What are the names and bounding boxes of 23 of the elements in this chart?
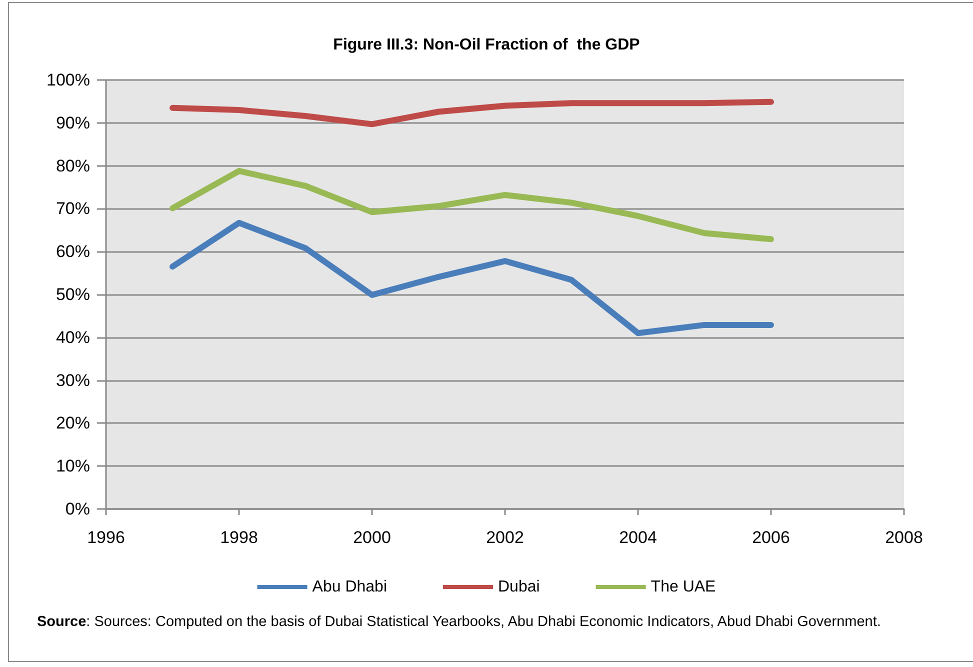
- x-tick-label: 1998: [220, 528, 258, 547]
- chart-title: Figure III.3: Non-Oil Fraction of the GDP: [333, 36, 640, 54]
- y-tick-label: 0%: [65, 500, 90, 518]
- y-tick-label: 50%: [56, 285, 90, 304]
- y-tick-label: 20%: [56, 414, 90, 433]
- legend-label: The UAE: [650, 578, 716, 596]
- legend-label: Abu Dhabi: [312, 578, 387, 596]
- y-tick-label: 10%: [56, 456, 90, 476]
- y-tick-label: 70%: [56, 199, 90, 218]
- y-tick-label: 40%: [56, 328, 90, 347]
- y-tick-label: 100%: [46, 70, 90, 90]
- legend-label: Dubai: [498, 578, 540, 596]
- x-tick-label: 2008: [885, 528, 923, 547]
- y-tick-label: 80%: [56, 156, 90, 176]
- x-tick-label: 2000: [353, 528, 391, 547]
- y-tick-label: 30%: [56, 370, 90, 390]
- y-tick-label: 60%: [56, 242, 90, 262]
- y-tick-label: 90%: [56, 113, 90, 132]
- x-tick-label: 2006: [752, 528, 790, 547]
- source-note: Source: Sources: Computed on the basis of Dubai Statistical Yearbooks, Abu Dhabi Economic Indicators, Abud Dhabi Government.: [37, 613, 882, 632]
- x-tick-label: 1996: [87, 528, 125, 547]
- x-tick-label: 2004: [619, 528, 657, 547]
- x-tick-label: 2002: [486, 528, 524, 547]
